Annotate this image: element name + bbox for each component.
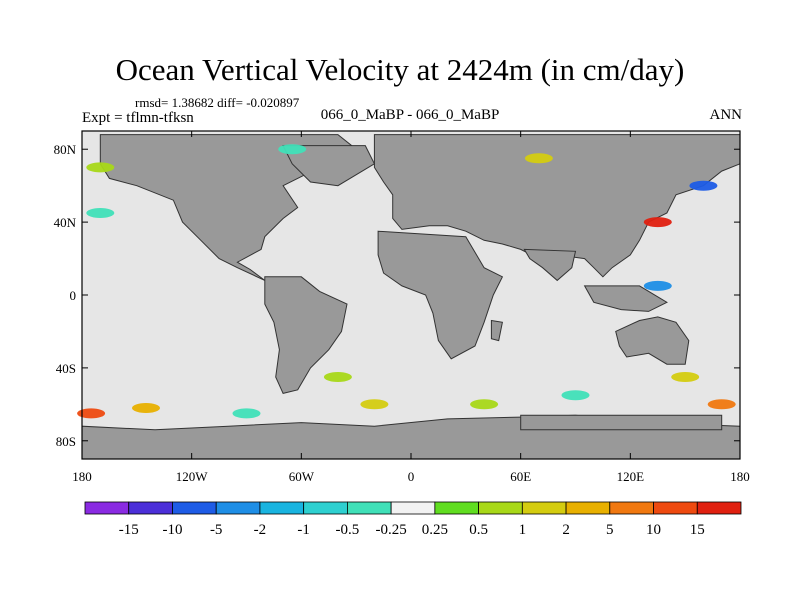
y-tick-label-80N: 80N xyxy=(54,142,77,157)
anomaly-feature-12 xyxy=(671,372,700,382)
land-india xyxy=(523,248,577,282)
colorbar-swatch-4 xyxy=(259,501,305,515)
land-australia xyxy=(615,316,690,365)
colorbar-swatch-1 xyxy=(128,501,173,515)
land-indonesia xyxy=(583,285,668,312)
stats-label: rmsd= 1.38682 diff= -0.020897 xyxy=(135,95,300,110)
land-madagascar xyxy=(490,319,503,342)
colorbar-label-13: 15 xyxy=(690,522,705,538)
experiment-label: Expt = tflmn-tfksn xyxy=(82,110,194,126)
colorbar-label-7: 0.25 xyxy=(422,522,448,538)
land-africa xyxy=(377,230,504,360)
colorbar-swatch-14 xyxy=(696,501,742,515)
anomaly-feature-14 xyxy=(524,153,553,164)
anomaly-feature-2 xyxy=(77,408,106,419)
colorbar-swatch-8 xyxy=(434,501,480,515)
y-tick-label-40N: 40N xyxy=(54,215,77,230)
colorbar-swatch-10 xyxy=(521,501,567,515)
colorbar-label-2: -5 xyxy=(210,522,223,538)
anomaly-feature-4 xyxy=(232,408,261,419)
colorbar-label-1: -10 xyxy=(162,522,182,538)
x-tick-label-60W: 60W xyxy=(289,469,315,484)
anomaly-feature-6 xyxy=(360,399,389,410)
y-tick-label-40S: 40S xyxy=(56,361,76,376)
chart-title: Ocean Vertical Velocity at 2424m (in cm/… xyxy=(115,52,685,87)
land-south-america xyxy=(264,276,348,394)
anomaly-feature-8 xyxy=(561,390,590,401)
colorbar-swatch-6 xyxy=(346,501,392,515)
anomaly-feature-7 xyxy=(470,399,499,410)
anomaly-feature-5 xyxy=(323,372,352,382)
colorbar-label-8: 0.5 xyxy=(469,522,488,538)
anomaly-feature-11 xyxy=(643,280,672,291)
y-tick-label-80S: 80S xyxy=(56,434,76,449)
axis-ticks: 180 120W 60W 0 60E 120E 180 80N 40N 0 40S 80S xyxy=(54,131,750,484)
colorbar-swatch-3 xyxy=(215,501,261,515)
x-tick-label-120E: 120E xyxy=(617,469,645,484)
colorbar-swatch-0 xyxy=(84,501,130,515)
season-label: ANN xyxy=(709,107,743,123)
colorbar-label-3: -2 xyxy=(254,522,267,538)
colorbar-swatch-13 xyxy=(653,501,698,515)
anomaly-features xyxy=(77,144,736,419)
colorbar-swatch-7 xyxy=(390,501,436,515)
colorbar-label-10: 2 xyxy=(562,522,570,538)
colorbar-label-12: 10 xyxy=(646,522,661,538)
x-tick-label-60E: 60E xyxy=(510,469,531,484)
anomaly-feature-0 xyxy=(86,162,115,173)
anomaly-feature-3 xyxy=(132,403,160,413)
anomaly-feature-9 xyxy=(643,217,672,228)
land-antarctic-shelf xyxy=(520,414,723,431)
anomaly-feature-13 xyxy=(707,399,736,410)
colorbar-swatch-9 xyxy=(478,501,523,515)
colorbar: -15 -10 -5 -2 -1 -0.5 -0.25 0.25 0.5 1 2 5 10 15 xyxy=(84,501,742,538)
colorbar-label-0: -15 xyxy=(119,522,139,538)
colorbar-label-6: -0.25 xyxy=(376,522,407,538)
x-tick-label-120W: 120W xyxy=(176,469,209,484)
anomaly-feature-10 xyxy=(689,180,718,191)
colorbar-label-11: 5 xyxy=(606,522,614,538)
x-tick-label-0: 0 xyxy=(408,469,415,484)
anomaly-feature-15 xyxy=(278,144,307,155)
colorbar-swatch-11 xyxy=(565,501,611,515)
colorbar-label-5: -0.5 xyxy=(336,522,360,538)
colorbar-swatch-5 xyxy=(303,501,348,515)
land-mask xyxy=(81,134,741,460)
anomaly-feature-1 xyxy=(86,208,115,218)
comparison-label: 066_0_MaBP - 066_0_MaBP xyxy=(320,107,500,123)
colorbar-label-4: -1 xyxy=(297,522,310,538)
land-greenland xyxy=(282,145,376,187)
x-tick-label-180: 180 xyxy=(72,469,92,484)
colorbar-swatch-12 xyxy=(609,501,654,515)
y-tick-label-0: 0 xyxy=(70,288,77,303)
x-tick-label-180: 180 xyxy=(730,469,750,484)
colorbar-swatch-2 xyxy=(172,501,217,515)
colorbar-label-9: 1 xyxy=(519,522,527,538)
